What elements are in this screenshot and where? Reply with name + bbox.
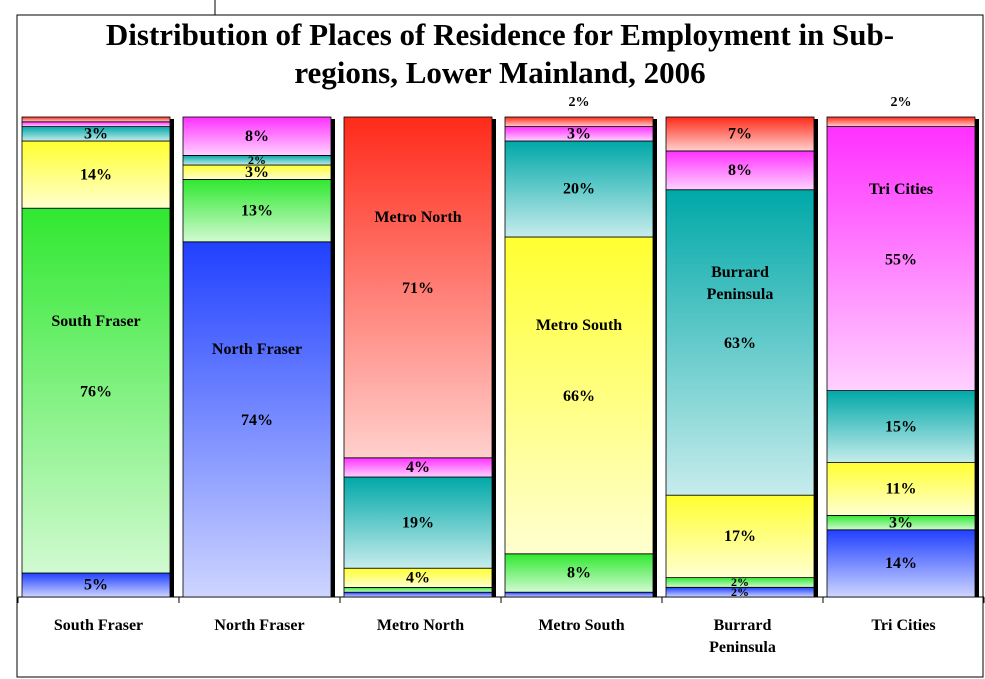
title-box: Distribution of Places of Residence for …	[105, 17, 895, 90]
value-label: 14%	[80, 166, 112, 183]
x-tick-label: South Fraser	[53, 617, 144, 634]
value-label: 74%	[241, 412, 273, 429]
x-tick-label: Metro South	[538, 617, 625, 634]
value-label: 20%	[563, 181, 595, 198]
value-label: 2%	[569, 95, 590, 110]
value-label: 14%	[885, 555, 917, 572]
value-label: 11%	[885, 481, 916, 498]
bar-segment	[826, 126, 976, 391]
segment-name: Metro North	[374, 209, 462, 227]
value-label: 2%	[248, 153, 266, 167]
value-label: 13%	[241, 202, 273, 219]
bar-segment	[343, 587, 493, 593]
bar-segment	[665, 494, 815, 579]
value-label: 3%	[567, 125, 591, 142]
bar-segment	[826, 529, 976, 598]
segment-name: Tri Cities	[868, 180, 934, 198]
chart-title: Distribution of Places of Residence for …	[105, 17, 895, 90]
value-label: 7%	[728, 126, 752, 143]
value-label: 8%	[728, 162, 752, 179]
bar-segment	[665, 116, 815, 152]
segment-name-box: South Fraser	[51, 312, 141, 330]
bar-segment	[504, 116, 654, 128]
x-tick-label: Tri Cities	[871, 617, 936, 634]
bar-segment	[182, 178, 332, 243]
bar-segment	[21, 207, 171, 574]
x-tick-label: Metro North	[376, 617, 465, 634]
value-label: 19%	[402, 514, 434, 531]
segment-name-box: North Fraser	[211, 341, 303, 359]
segment-name: South Fraser	[51, 312, 141, 330]
value-label: 2%	[731, 585, 749, 599]
value-label: 2%	[731, 575, 749, 589]
bar-segment	[21, 116, 171, 123]
bar-segment	[21, 572, 171, 598]
value-label: 4%	[406, 459, 430, 476]
segment-name: Metro South	[535, 317, 623, 335]
value-label: 8%	[245, 128, 269, 145]
value-label: 17%	[724, 528, 756, 545]
x-tick-label-box: Tri Cities	[871, 617, 936, 634]
value-label: 3%	[84, 125, 108, 142]
value-label: 63%	[724, 335, 756, 352]
bar-segment	[504, 591, 654, 598]
bar-segment	[826, 116, 976, 128]
segment-name: Burrard Peninsula	[706, 264, 774, 304]
segment-name-box: Burrard Peninsula	[706, 264, 774, 304]
x-tick-label-box: Burrard Peninsula	[709, 617, 776, 656]
segment-name: North Fraser	[211, 341, 303, 359]
x-tick-label: North Fraser	[214, 617, 305, 634]
value-label: 15%	[885, 418, 917, 435]
segment-name-box: Metro North	[374, 209, 462, 227]
bar-segment	[343, 591, 493, 598]
x-tick-label-box: Metro South	[538, 617, 625, 634]
bar-segment	[182, 241, 332, 598]
segment-name-box: Tri Cities	[868, 180, 934, 198]
value-label: 66%	[563, 388, 595, 405]
value-label: 3%	[889, 514, 913, 531]
bar-segment	[665, 189, 815, 496]
bar-segment	[826, 462, 976, 516]
value-label: 76%	[80, 383, 112, 400]
bar-segment	[343, 476, 493, 569]
value-label: 5%	[84, 577, 108, 594]
bar-segment	[21, 121, 171, 128]
bar-segment	[665, 150, 815, 191]
x-tick-label-box: South Fraser	[53, 617, 144, 634]
bar-segment	[343, 116, 493, 459]
x-tick-label: Burrard Peninsula	[709, 617, 776, 656]
value-label: 3%	[245, 164, 269, 181]
value-label: 4%	[406, 569, 430, 586]
bar-segment	[21, 140, 171, 209]
value-label: 2%	[891, 95, 912, 110]
x-tick-label-box: Metro North	[376, 617, 465, 634]
bar-segment	[826, 390, 976, 464]
value-label: 71%	[402, 280, 434, 297]
bar-segment	[504, 236, 654, 555]
value-label: 8%	[567, 565, 591, 582]
segment-name-box: Metro South	[535, 317, 623, 335]
value-label: 55%	[885, 251, 917, 268]
bar-segment	[504, 140, 654, 238]
chart-border	[16, 14, 984, 678]
bar-segment	[504, 553, 654, 593]
bar-segment	[182, 116, 332, 156]
x-tick-label-box: North Fraser	[214, 617, 305, 634]
